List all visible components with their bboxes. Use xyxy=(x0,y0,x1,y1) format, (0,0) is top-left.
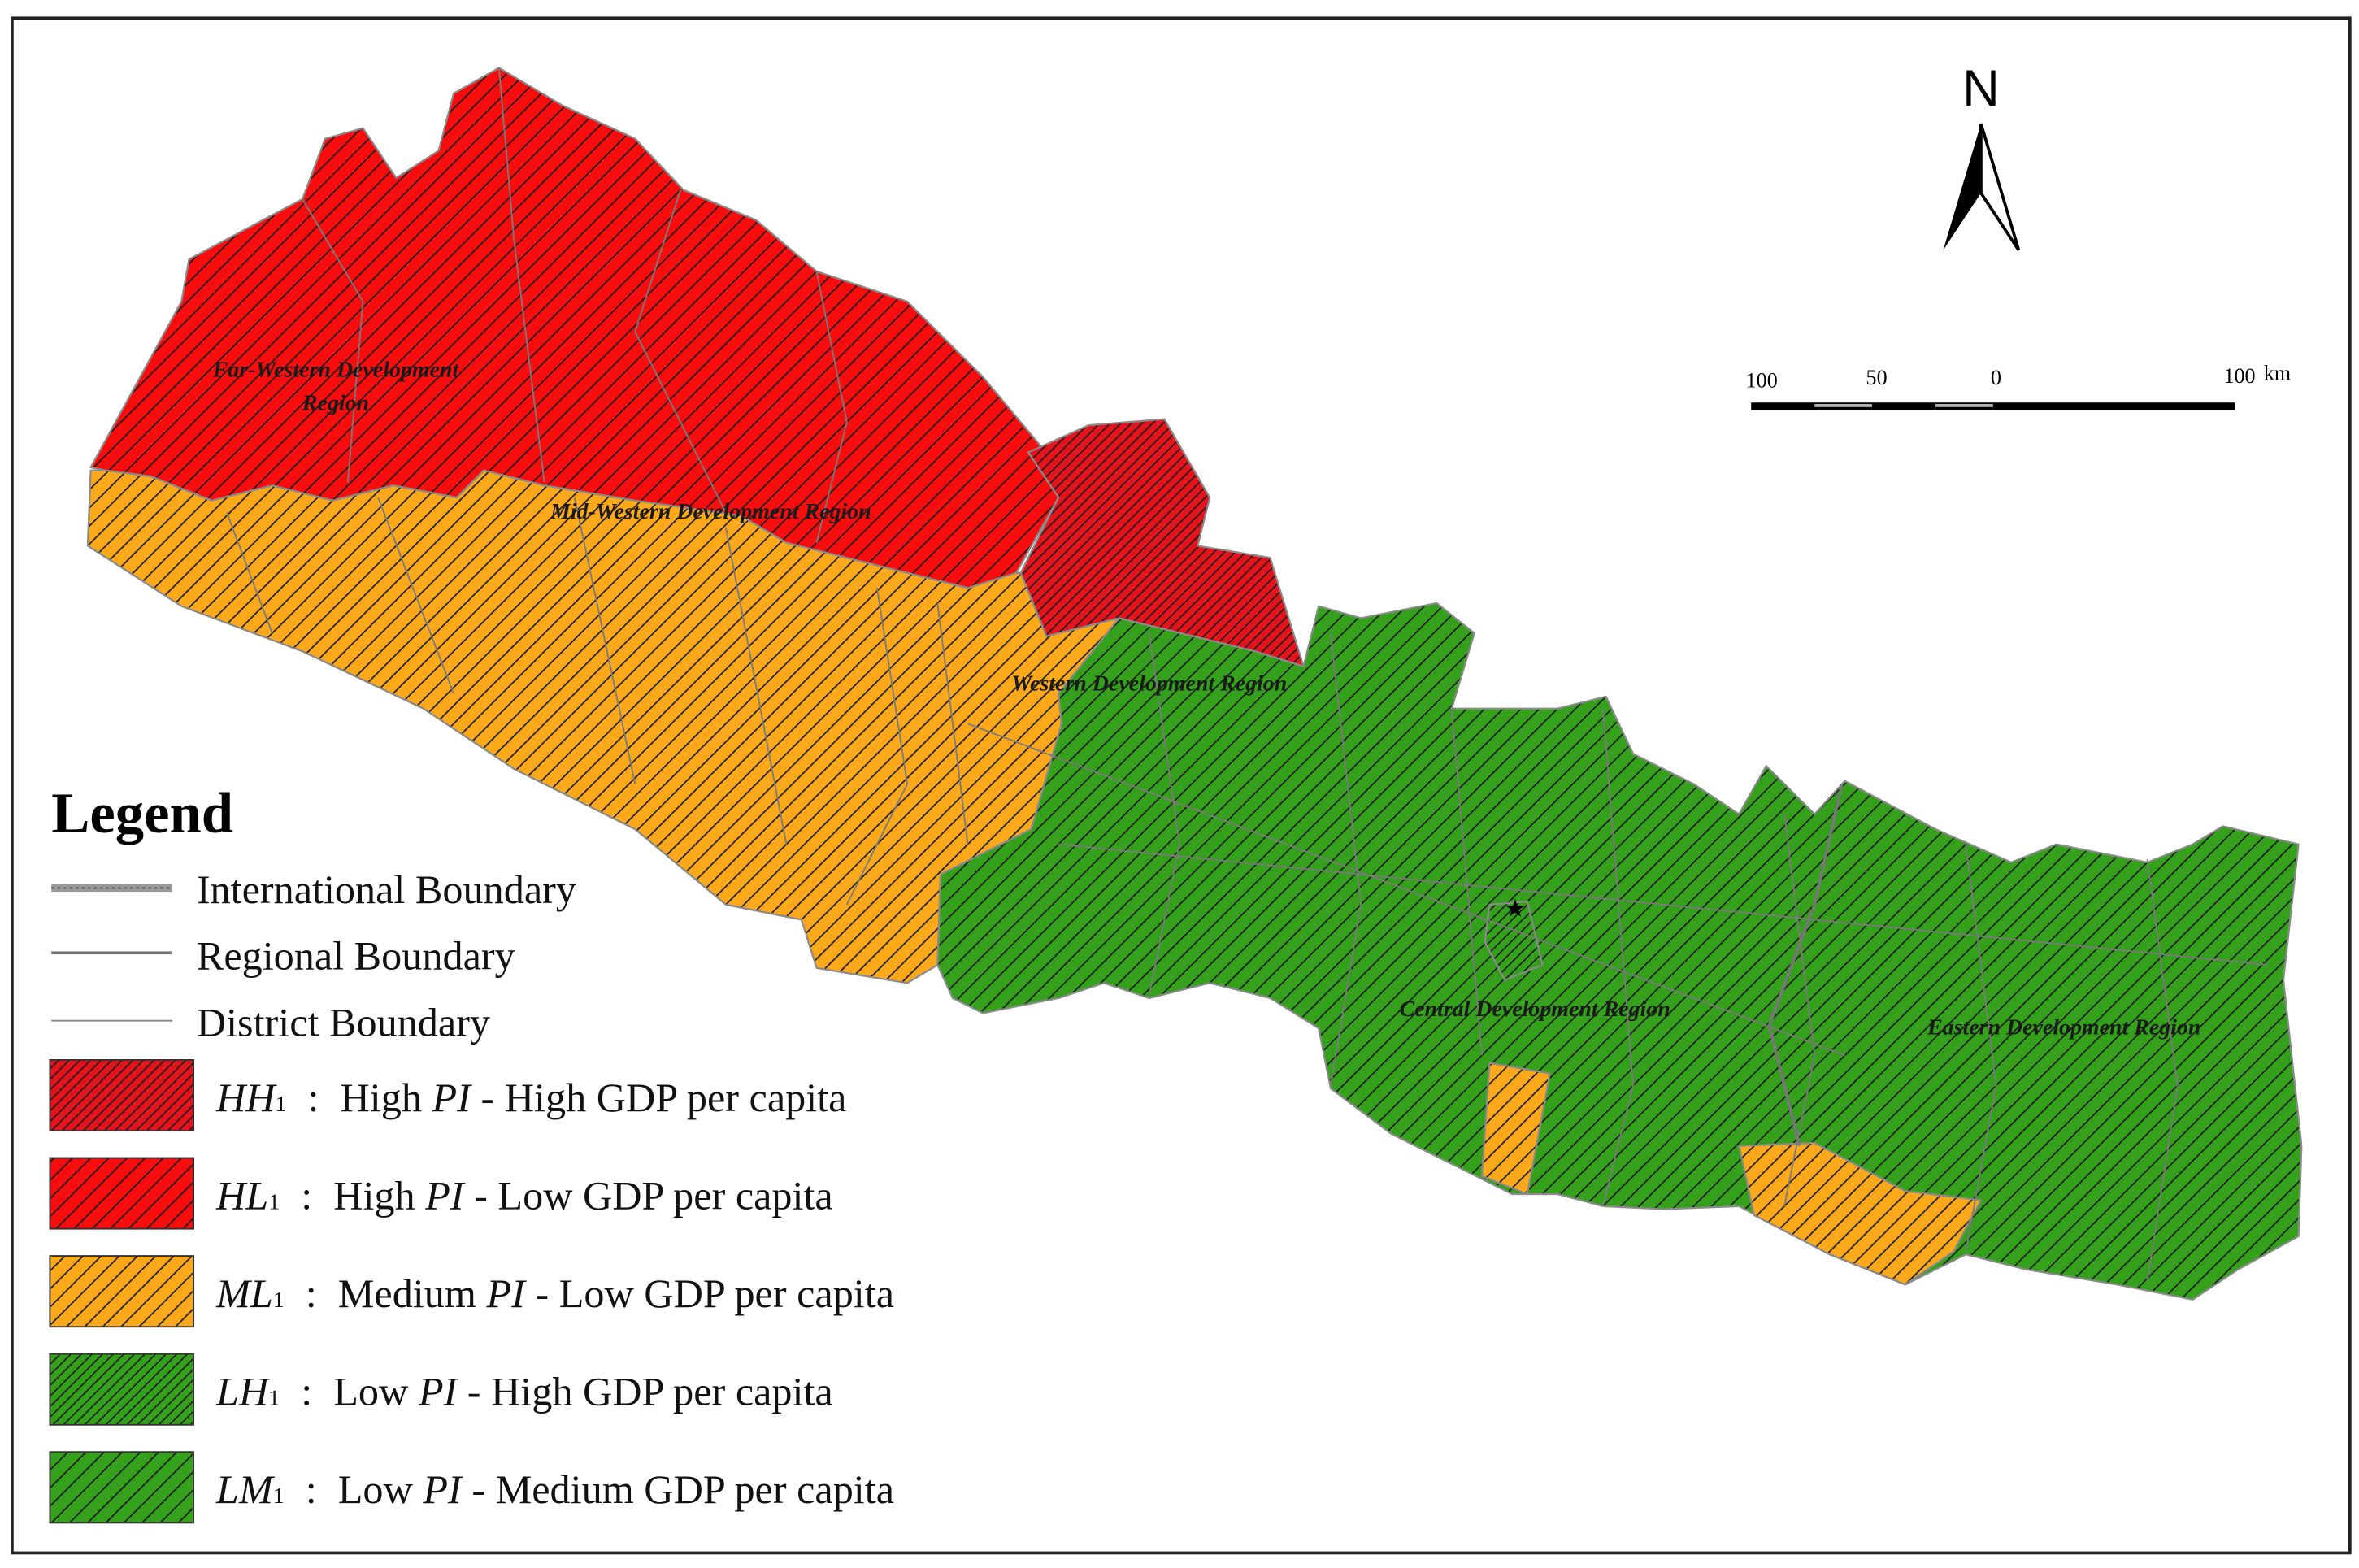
legend-text-part: PI xyxy=(422,1466,463,1512)
legend-class-label: HL1: High PI - Low GDP per capita xyxy=(215,1173,833,1218)
region-ml xyxy=(86,469,1120,984)
region-label: Western Development Region xyxy=(1011,671,1287,697)
scale-bar-segment xyxy=(1935,404,1993,407)
legend-swatch xyxy=(49,1255,195,1328)
legend-text-part: : xyxy=(301,1173,312,1218)
legend-text-part: - Low GDP per capita xyxy=(464,1173,833,1218)
scale-label: 100 xyxy=(1746,369,1778,393)
map-regions xyxy=(86,67,2303,1301)
legend-text-part: : xyxy=(301,1369,312,1414)
legend-text-part: High xyxy=(333,1173,425,1218)
legend: Legend International Boundary Regional B… xyxy=(49,782,894,1524)
scale-bar: 100 50 0 100 km xyxy=(1746,361,2291,410)
legend-text-part: LM xyxy=(215,1466,276,1512)
scale-bar-segment xyxy=(1814,404,1872,407)
region-ml-patch xyxy=(1738,1141,1983,1286)
district-boundaries xyxy=(226,67,2269,1282)
legend-text-part: ML xyxy=(215,1270,273,1316)
legend-text-part: 1 xyxy=(268,1190,280,1215)
legend-text-part: PI xyxy=(485,1270,527,1316)
legend-text-part: - Medium GDP per capita xyxy=(462,1466,894,1512)
scale-label: 0 xyxy=(1991,366,2001,389)
legend-class-label: ML1: Medium PI - Low GDP per capita xyxy=(215,1270,894,1316)
legend-text-part: High xyxy=(341,1075,432,1120)
legend-boundary-label: International Boundary xyxy=(197,867,576,912)
capital-star: ★ xyxy=(1505,897,1527,923)
regional-boundary xyxy=(1767,784,1844,1147)
scale-label: 50 xyxy=(1866,366,1888,389)
region-lh xyxy=(1484,901,1544,981)
legend-class-label: HH1: High PI - High GDP per capita xyxy=(215,1075,846,1120)
legend-text-part: PI xyxy=(424,1173,466,1218)
legend-text-part: 1 xyxy=(276,1092,287,1117)
north-label: N xyxy=(1962,60,2000,117)
region-label: Mid-Western Development Region xyxy=(550,499,871,524)
legend-swatch xyxy=(49,1353,195,1426)
scale-unit: km xyxy=(2264,361,2291,384)
legend-text-part: PI xyxy=(418,1369,459,1414)
legend-boundary-label: Regional Boundary xyxy=(197,933,515,979)
legend-text-part: - High GDP per capita xyxy=(471,1075,847,1120)
legend-text-part: HH xyxy=(215,1075,277,1120)
legend-boundary-label: District Boundary xyxy=(197,999,490,1045)
legend-class-label: LM1: Low PI - Medium GDP per capita xyxy=(215,1466,894,1512)
region-label: Eastern Development Region xyxy=(1927,1014,2200,1040)
legend-swatch xyxy=(49,1451,195,1524)
region-label: Central Development Region xyxy=(1400,997,1670,1022)
legend-text-part: HL xyxy=(215,1173,268,1218)
arrow-right xyxy=(1979,123,2021,251)
legend-text-part: Low xyxy=(333,1369,419,1414)
legend-text-part: Medium xyxy=(338,1270,487,1316)
legend-text-part: - High GDP per capita xyxy=(457,1369,833,1414)
legend-text-part: 1 xyxy=(268,1386,280,1411)
legend-class-label: LH1: Low PI - High GDP per capita xyxy=(215,1369,833,1414)
legend-text-part: : xyxy=(306,1466,317,1512)
legend-text-part: : xyxy=(306,1270,317,1316)
legend-text-part: 1 xyxy=(273,1483,285,1509)
region-label: Region xyxy=(302,391,369,416)
region-label: Far-Western Development xyxy=(212,358,460,383)
legend-text-part: - Low GDP per capita xyxy=(525,1270,894,1316)
legend-text-part: LH xyxy=(215,1369,271,1414)
scale-label: 100 xyxy=(2224,364,2256,388)
legend-text-part: : xyxy=(308,1075,319,1120)
legend-swatch xyxy=(49,1059,195,1132)
legend-swatch xyxy=(49,1157,195,1230)
legend-title: Legend xyxy=(51,782,233,845)
region-lm xyxy=(936,602,2303,1301)
legend-text-part: PI xyxy=(432,1075,473,1120)
legend-text-part: 1 xyxy=(273,1288,285,1313)
region-ml-patch xyxy=(1480,1062,1551,1196)
legend-text-part: Low xyxy=(338,1466,424,1512)
